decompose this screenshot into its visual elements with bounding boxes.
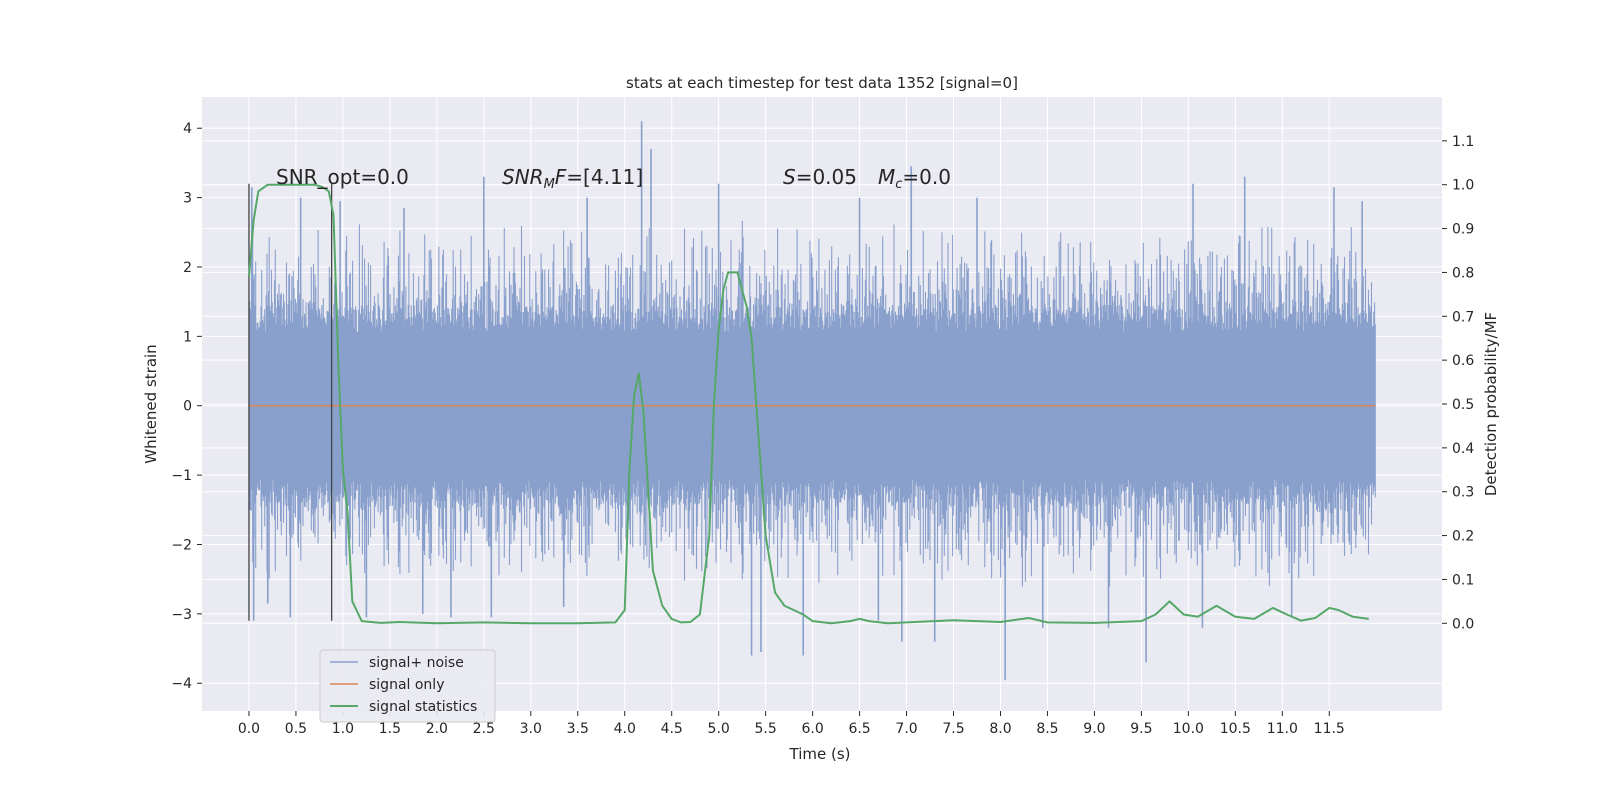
x-tick-label: 7.0 — [895, 721, 917, 737]
mc-symbol: M — [878, 165, 895, 189]
signal-statistics-line — [247, 183, 1369, 625]
x-tick-label: 0.5 — [285, 721, 307, 737]
x-tick-label: 11.0 — [1267, 721, 1298, 737]
legend-box — [319, 649, 496, 723]
y-right-tick-label: 1.0 — [1452, 178, 1474, 194]
vertical-markers — [248, 183, 333, 621]
snr-mf-value: =[4.11] — [566, 165, 643, 189]
y-tick-label: −4 — [171, 676, 192, 692]
x-tick-label: 0.0 — [238, 721, 260, 737]
snr-mf-symbol-f: F — [555, 165, 567, 189]
y-right-tick-label: 0.3 — [1452, 485, 1474, 501]
y-right-tick-label: 0.6 — [1452, 353, 1474, 369]
y-tick-label: 3 — [183, 191, 192, 207]
y-axis-label: Whitened strain — [142, 344, 160, 463]
x-tick-label: 4.0 — [614, 721, 636, 737]
legend-label-signal-statistics: signal statistics — [369, 699, 477, 715]
y-axis-right-label: Detection probability/MF — [1482, 312, 1500, 496]
y-tick-label: 4 — [183, 121, 192, 137]
x-tick-label: 5.5 — [755, 721, 777, 737]
snr-mf-subscript: M — [544, 177, 555, 192]
x-tick-label: 8.0 — [989, 721, 1011, 737]
x-tick-label: 9.5 — [1130, 721, 1152, 737]
s-value: =0.05 — [796, 165, 857, 189]
y-right-tick-label: 0.5 — [1452, 397, 1474, 413]
x-tick-label: 6.0 — [801, 721, 823, 737]
y-right-tick-label: 0.7 — [1452, 309, 1474, 325]
mc-annotation: Mc=0.0 — [878, 165, 951, 192]
y-axis-right-ticks: 1.1 1.0 0.9 0.8 0.7 0.6 0.5 0.4 0.3 0.2 0.1 0.0 — [1442, 134, 1474, 632]
signal-noise-series — [248, 121, 1376, 680]
y-right-tick-label: 0.1 — [1452, 572, 1474, 588]
s-annotation: S=0.05 — [783, 165, 857, 189]
y-right-tick-label: 0.8 — [1452, 265, 1474, 281]
y-tick-label: −2 — [171, 537, 192, 553]
legend-label-signal-only: signal only — [369, 677, 444, 693]
y-right-tick-label: 0.9 — [1452, 222, 1474, 238]
x-tick-label: 4.5 — [661, 721, 683, 737]
chart-title: stats at each timestep for test data 135… — [626, 74, 1018, 92]
x-axis-label: Time (s) — [789, 745, 851, 763]
mc-value: =0.0 — [902, 165, 951, 189]
snr-mf-annotation: SNRMF=[4.11] — [502, 165, 643, 192]
x-tick-label: 3.0 — [520, 721, 542, 737]
x-tick-label: 8.5 — [1036, 721, 1058, 737]
signal-statistics-series — [247, 183, 1369, 625]
y-tick-label: −3 — [171, 607, 192, 623]
x-tick-label: 5.0 — [708, 721, 730, 737]
y-tick-label: 0 — [183, 399, 192, 415]
x-tick-label: 10.5 — [1220, 721, 1251, 737]
y-tick-label: −1 — [171, 468, 192, 484]
y-right-tick-label: 0.0 — [1452, 616, 1474, 632]
y-right-tick-label: 0.4 — [1452, 441, 1474, 457]
y-tick-label: 2 — [183, 260, 192, 276]
legend-label-signal-noise: signal+ noise — [369, 655, 464, 671]
x-tick-label: 2.5 — [473, 721, 495, 737]
y-right-tick-label: 0.2 — [1452, 529, 1474, 545]
x-tick-label: 10.0 — [1173, 721, 1204, 737]
x-tick-label: 9.0 — [1083, 721, 1105, 737]
legend: signal+ noise signal only signal statist… — [319, 649, 496, 723]
x-tick-label: 3.5 — [567, 721, 589, 737]
y-tick-label: 1 — [183, 329, 192, 345]
snr-mf-symbol: SNR — [502, 165, 544, 189]
x-tick-label: 1.0 — [332, 721, 354, 737]
x-tick-label: 7.5 — [942, 721, 964, 737]
x-axis-ticks: 0.0 0.5 1.0 1.5 2.0 2.5 3.0 3.5 4.0 4.5 5.0 5.5 6.0 6… — [238, 711, 1345, 737]
y-axis-ticks: 4 3 2 1 0 −1 −2 −3 −4 — [171, 121, 202, 692]
y-right-tick-label: 1.1 — [1452, 134, 1474, 150]
x-tick-label: 6.5 — [848, 721, 870, 737]
x-tick-label: 1.5 — [379, 721, 401, 737]
x-tick-label: 11.5 — [1314, 721, 1345, 737]
x-tick-label: 2.0 — [426, 721, 448, 737]
snr-opt-annotation: SNR_opt=0.0 — [276, 165, 409, 189]
mc-subscript: c — [895, 177, 902, 192]
s-symbol: S — [783, 165, 796, 189]
